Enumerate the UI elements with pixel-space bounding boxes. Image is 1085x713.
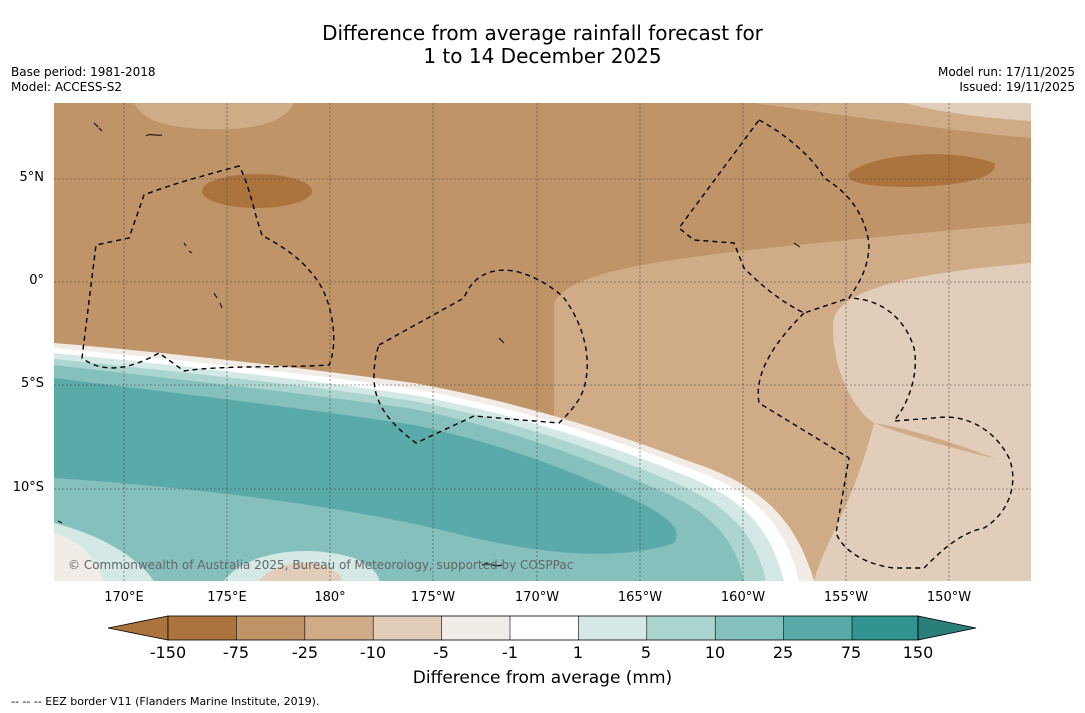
cbar-seg-4 [373,616,442,640]
model-run: Model run: 17/11/2025 [937,65,1075,79]
colorbar-title: Difference from average (mm) [412,668,673,688]
lon-label-170e: 170°E [104,590,144,605]
lon-label-170w: 170°W [514,590,560,605]
cbar-seg-1 [168,616,237,640]
issued-date: Issued: 19/11/2025 [959,80,1075,94]
cbar-seg-2 [236,616,305,640]
band-neg10-east [833,263,1031,473]
cbar-seg-9 [715,616,784,640]
cbar-tick-9: 10 [704,643,726,662]
cbar-tick-1: -150 [149,643,187,662]
islands [57,122,801,567]
lon-label-155w: 155°W [823,590,869,605]
band-neg10-top [904,103,1031,121]
band-neg10-southeast [814,423,1031,581]
cbar-tick-3: -25 [291,643,319,662]
cbar-tick-2: -75 [222,643,250,662]
lat-label-5n: 5°N [19,170,45,185]
cbar-seg-8 [646,616,716,640]
eez-footnote: -- -- -- EEZ border V11 (Flanders Marine… [11,695,320,708]
cbar-seg-7 [578,616,647,640]
cbar-outline [167,615,919,641]
cbar-tick-10: 25 [772,643,794,662]
cbar-tick-6: -1 [502,643,518,662]
cbar-extend-high [917,615,977,641]
lon-label-180: 180° [314,590,346,605]
meta-left: Base period: 1981-2018 Model: ACCESS-S2 [11,65,156,95]
lon-label-165w: 165°W [617,590,663,605]
lon-label-160w: 160°W [720,590,766,605]
lon-label-150w: 150°W [926,590,972,605]
eez-line-islands-south [757,297,1014,569]
cbar-dividers [236,616,853,640]
eez-borders [81,119,1014,569]
eez-line-islands-north [678,119,870,314]
base-period: Base period: 1981-2018 [11,65,156,79]
cbar-tick-5: -5 [433,643,449,662]
pocket-neg10-south [259,562,342,581]
cbar-tick-8: 5 [640,643,652,662]
lat-label-0: 0° [29,273,44,288]
lon-label-175e: 175°E [207,590,247,605]
band-pos75 [54,378,677,554]
patch-neg150-west [202,174,312,208]
eez-tuvalu [81,165,335,372]
cbar-extend-low [107,615,169,641]
cbar-seg-3 [304,616,374,640]
lat-label-5s: 5°S [20,376,44,391]
colorbar [107,615,977,641]
meta-right: Model run: 17/11/2025 Issued: 19/11/2025 [938,65,1075,95]
lon-label-175w: 175°W [410,590,456,605]
copyright-notice: © Commonwealth of Australia 2025, Bureau… [68,558,574,572]
cbar-seg-10 [783,616,852,640]
cbar-seg-5 [441,616,510,640]
lat-label-10s: 10°S [12,480,44,495]
cbar-tick-4: -10 [359,643,387,662]
title-line-2: 1 to 14 December 2025 [423,44,662,68]
band-neg25-top-left [134,103,294,130]
model-name: Model: ACCESS-S2 [11,80,123,94]
cbar-tick-11: 75 [840,643,862,662]
title-line-1: Difference from average rainfall forecas… [322,21,763,45]
map-title: Difference from average rainfall forecas… [0,22,1085,68]
cbar-seg-11 [852,616,918,640]
cbar-seg-6 [510,616,579,640]
pocket-neg5-sw [54,533,104,581]
cbar-tick-7: 1 [572,643,584,662]
cbar-tick-12: 150 [902,643,934,662]
rainfall-map [54,103,1031,581]
map-svg [54,103,1031,581]
